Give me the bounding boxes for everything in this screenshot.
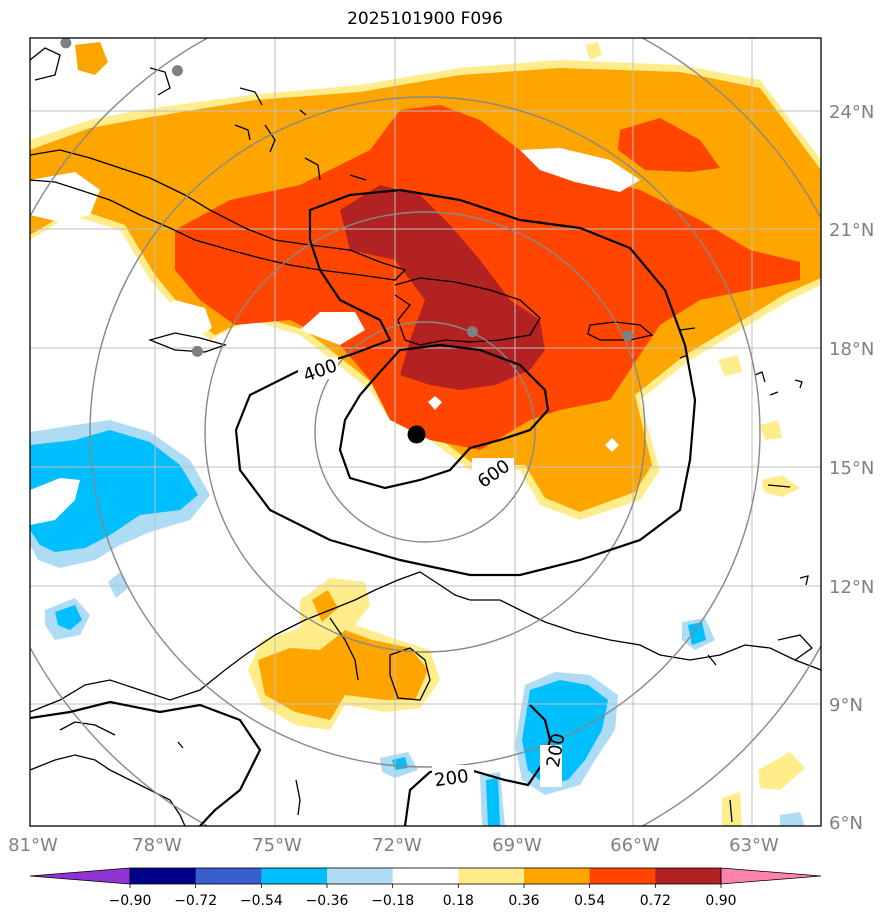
colorbar-swatch	[589, 868, 656, 884]
lon-label: 81°W	[8, 835, 58, 856]
lat-label: 24°N	[829, 102, 874, 123]
contour-labels: 400 600 200 200	[298, 355, 570, 791]
lat-label: 21°N	[829, 220, 874, 241]
latitude-labels: 24°N 21°N 18°N 15°N 12°N 9°N 6°N	[829, 102, 874, 834]
shade-0.36-region	[258, 630, 428, 720]
colorbar-tick-label: 0.18	[443, 893, 474, 909]
lat-label: 9°N	[829, 695, 863, 716]
station-marker	[60, 37, 72, 49]
colorbar-tick-label: 0.36	[508, 893, 539, 909]
colorbar-swatch	[29, 867, 131, 885]
distance-rings	[30, 38, 821, 826]
lon-label: 69°W	[492, 835, 542, 856]
colorbar-swatch	[327, 868, 394, 884]
station-markers	[60, 37, 634, 357]
lat-label: 18°N	[829, 339, 874, 360]
colorbar-swatch	[524, 868, 591, 884]
lat-label: 6°N	[829, 813, 863, 834]
shade-neg0.36-region	[30, 430, 198, 552]
colorbar-tick-label: −0.54	[240, 893, 283, 909]
station-marker	[466, 326, 478, 338]
lat-label: 15°N	[829, 458, 874, 479]
colorbar-swatch	[392, 868, 459, 884]
station-marker	[622, 330, 634, 342]
colorbar-swatch	[655, 868, 722, 884]
lon-label: 66°W	[610, 835, 660, 856]
lon-label: 75°W	[252, 835, 302, 856]
colorbar-tick-label: −0.18	[371, 893, 414, 909]
map-frame	[29, 37, 822, 827]
shade-0.54-region	[618, 118, 720, 172]
colorbar-swatch	[261, 868, 328, 884]
colorbar-swatch	[720, 867, 822, 885]
colorbar-tick-label: 0.72	[640, 893, 671, 909]
longitude-labels: 81°W 78°W 75°W 72°W 69°W 66°W 63°W	[8, 835, 779, 856]
shade-neg0.36-region	[522, 680, 608, 785]
storm-center-marker	[407, 425, 426, 444]
colorbar-tick-label: −0.90	[109, 893, 152, 909]
colorbar-tick-label: −0.72	[174, 893, 217, 909]
contour-line	[234, 188, 697, 577]
lon-label: 72°W	[372, 835, 422, 856]
colorbar-swatch	[195, 868, 262, 884]
contour-label: 200	[433, 766, 470, 792]
height-contours	[30, 188, 697, 826]
colorbar-swatch	[458, 868, 525, 884]
colorbar-tick-label: −0.36	[306, 893, 349, 909]
station-marker	[171, 65, 183, 77]
station-marker	[191, 345, 203, 357]
shade-0.72-region	[340, 185, 545, 390]
colorbar-tick-label: 0.90	[705, 893, 736, 909]
coastlines	[30, 47, 821, 826]
lon-label: 63°W	[729, 835, 779, 856]
lat-label: 12°N	[829, 577, 874, 598]
colorbar-swatch	[130, 868, 197, 884]
colorbar-tick-label: 0.54	[574, 893, 605, 909]
graticule	[30, 38, 821, 826]
contour-line	[30, 700, 262, 826]
contour-line	[403, 704, 552, 826]
colorbar: −0.90 −0.72 −0.54 −0.36 −0.18 0.18 0.36 0.54 0.7…	[29, 867, 822, 909]
lon-label: 78°W	[132, 835, 182, 856]
map-title: 2025101900 F096	[347, 9, 503, 29]
contour-line	[338, 343, 550, 490]
